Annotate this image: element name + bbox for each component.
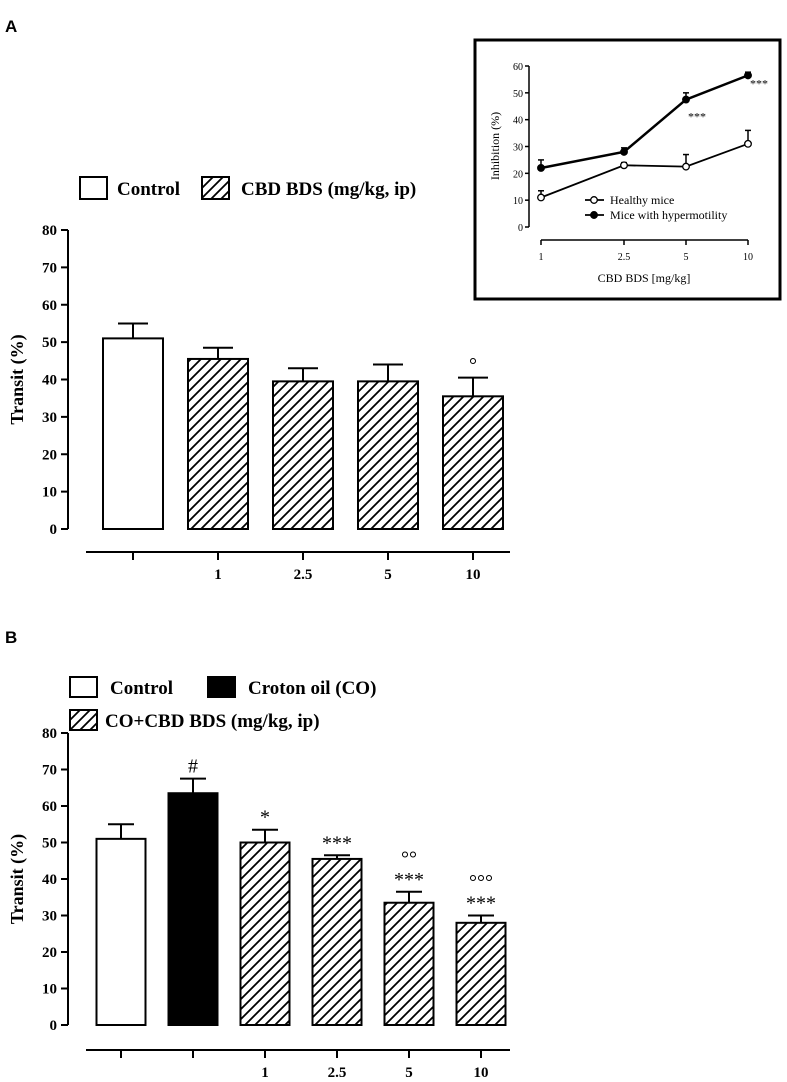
panel-b-y-tick-label: 50 [42,836,57,852]
panel-b-legend-swatch [207,676,236,698]
inset-point [620,147,628,156]
panel-a-legend-swatch [201,176,230,200]
panel-a-legend-swatch [79,176,108,200]
panel-b-x-tick-label: 2.5 [328,1065,347,1081]
inset-x-axis-label: CBD BDS [mg/kg] [598,271,691,285]
panel-a-x-tick-label: 10 [466,567,481,583]
panel-b-y-tick-label: 10 [42,982,57,998]
panel-b-y-tick-label: 20 [42,945,57,961]
panel-b-bar [311,857,363,1026]
panel-a-bar [357,380,419,530]
panel-a-bar [187,357,249,530]
inset-point [537,193,545,202]
panel-a-x-tick-label: 5 [384,567,392,583]
inset-y-tick-label: 20 [513,169,523,180]
inset-x-tick-label: 5 [684,252,689,263]
panel-a-inset-chart: 0 10 20 30 40 50 60 Inhibition (%) 1 2.5 5 10 CBD BD… [473,38,782,301]
panel-a-x-tick-label: 2.5 [294,567,313,583]
panel-b-y-axis-label: Transit (%) [7,834,28,924]
inset-y-tick-label: 50 [513,89,523,100]
panel-b-legend-swatch [69,709,98,731]
inset-y-tick-label: 30 [513,143,523,154]
panel-a-y-tick-label: 0 [50,522,58,538]
panel-b-y-tick-label: 40 [42,872,57,888]
panel-b-bar [455,921,507,1026]
inset-x-tick-label: 2.5 [618,252,631,263]
panel-a-y-tick-label: 20 [42,447,57,463]
panel-b-y-tick-label: 0 [50,1018,58,1034]
panel-a-significance-mark: ° [469,355,477,377]
panel-b-x-tick-label: 10 [474,1065,489,1081]
panel-b-y-tick-label: 30 [42,909,57,925]
panel-b-significance-mark: * [260,807,270,829]
panel-a-y-tick-label: 10 [42,485,57,501]
panel-b-chart: 0 10 20 30 40 50 60 70 80 Transit (%) #1 * 2.5 *** 5 °°… [7,676,510,1081]
panel-b-x-tick-label: 1 [261,1065,269,1081]
panel-a-x-tick-label: 1 [214,567,222,583]
panel-b-significance-mark: # [188,756,198,778]
inset-point [744,71,752,80]
inset-legend-label: Healthy mice [610,193,674,207]
inset-significance-mark: *** [688,110,706,124]
panel-a-bar [272,380,334,530]
inset-point [620,161,628,170]
panel-b-y-tick-label: 70 [42,763,57,779]
panel-b-significance-mark: °° [401,848,417,870]
panel-b-legend-label: CO+CBD BDS (mg/kg, ip) [105,711,320,732]
panel-a-bar [102,337,164,531]
panel-b-y-tick-label: 80 [42,726,57,742]
inset-y-tick-label: 60 [513,62,523,73]
inset-point [744,139,752,148]
panel-b-significance-mark: *** [394,869,424,891]
panel-b-significance-mark: °°° [469,872,493,894]
inset-point [682,162,690,171]
panel-b-significance-mark: *** [322,832,352,854]
panel-a-chart: 0 10 20 30 40 50 60 70 80 Transit (%) 1 2.5 5 10 ° Cont… [7,176,510,583]
panel-b-bar [167,792,219,1026]
panel-a-y-tick-label: 30 [42,410,57,426]
inset-legend-marker [590,196,598,204]
panel-a-bar [442,395,504,530]
panel-b-legend-swatch [69,676,98,698]
panel-a-y-tick-label: 50 [42,335,57,351]
inset-point [682,95,690,104]
panel-b-significance-mark: *** [466,893,496,915]
inset-y-axis-label: Inhibition (%) [488,112,502,180]
panel-a-letter: A [5,17,17,36]
panel-a-y-tick-label: 70 [42,260,57,276]
panel-b-letter: B [5,628,17,647]
panel-b-legend-label: Croton oil (CO) [248,678,376,699]
inset-x-tick-label: 10 [743,252,753,263]
panel-b-legend-label: Control [110,678,173,699]
panel-a-y-tick-label: 60 [42,298,57,314]
panel-a-y-axis-label: Transit (%) [7,334,28,424]
inset-legend-marker [590,211,598,219]
panel-b-x-tick-label: 5 [405,1065,413,1081]
panel-b-bar [239,841,291,1026]
inset-y-tick-label: 10 [513,196,523,207]
inset-x-tick-label: 1 [539,252,544,263]
panel-a-y-tick-label: 40 [42,373,57,389]
panel-a-y-tick-label: 80 [42,223,57,239]
panel-b-bar [95,837,147,1026]
inset-y-tick-label: 40 [513,116,523,127]
panel-a-legend-label: Control [117,179,180,200]
inset-y-tick-label: 0 [518,223,523,234]
panel-a-legend-label: CBD BDS (mg/kg, ip) [241,179,416,200]
inset-series-line [540,74,749,170]
panel-b-y-tick-label: 60 [42,799,57,815]
inset-point [537,164,545,172]
inset-series-line [540,142,749,199]
inset-legend-label: Mice with hypermotility [610,208,727,222]
panel-b-bar [383,901,435,1026]
inset-significance-mark: *** [750,76,768,90]
